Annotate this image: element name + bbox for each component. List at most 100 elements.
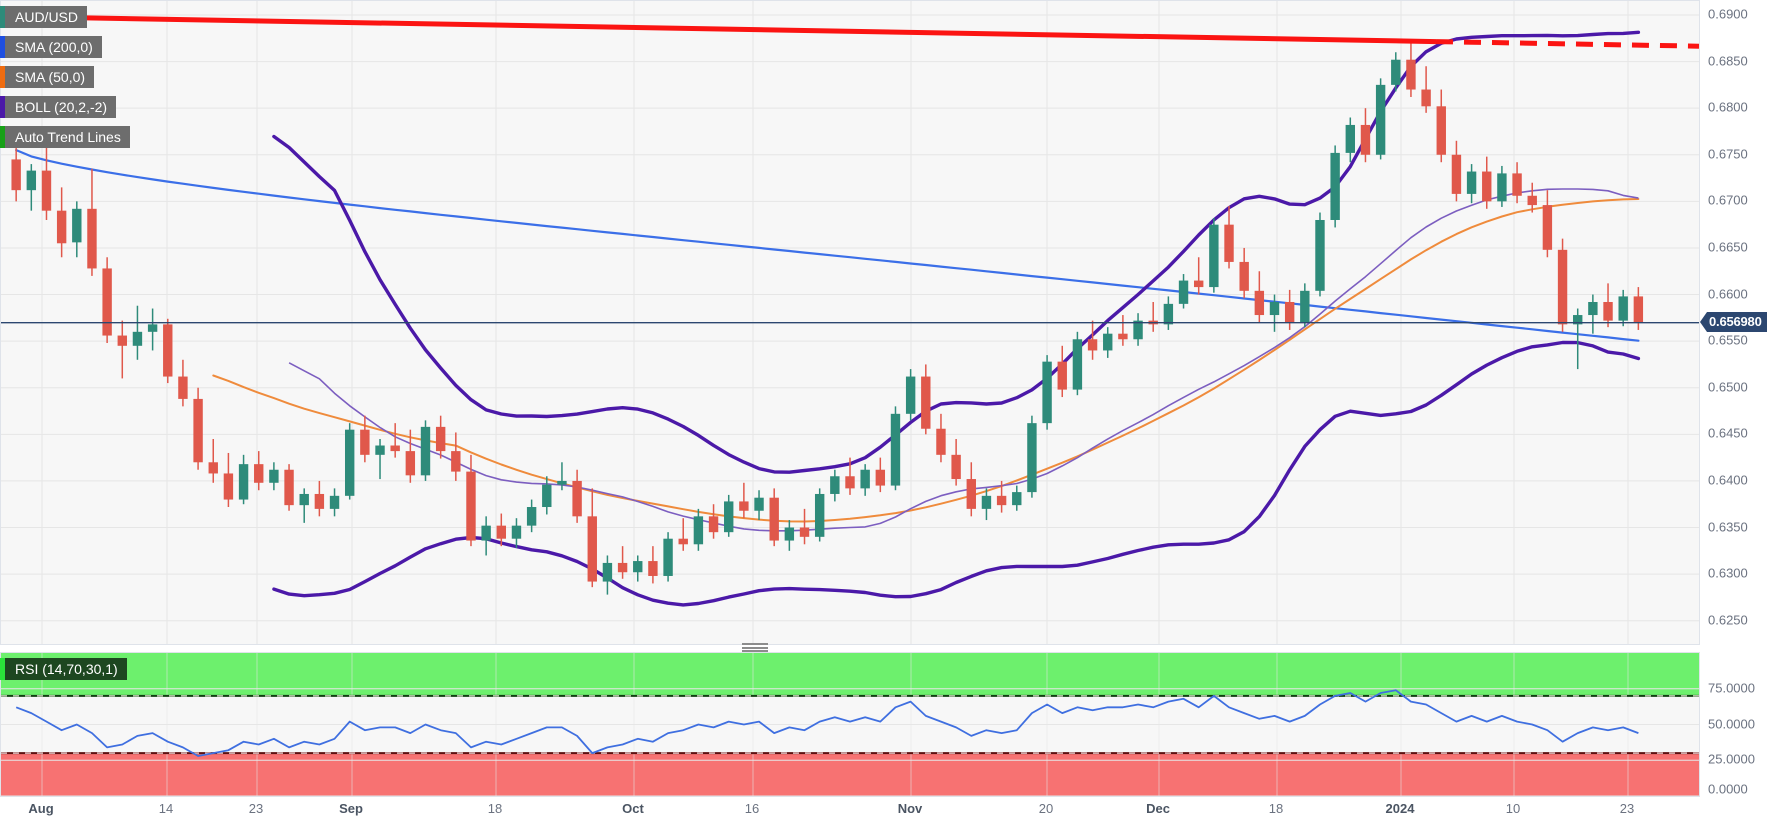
current-price-value: 0.656980 <box>1707 311 1767 332</box>
candle-body <box>739 501 749 511</box>
candle-body <box>1012 492 1022 506</box>
price-axis-tick: 0.6500 <box>1708 379 1748 395</box>
candle-body <box>936 428 946 455</box>
time-axis-tick: Aug <box>28 801 54 816</box>
candle-body <box>1087 339 1098 351</box>
legend-color-swatch <box>0 36 5 58</box>
candle-body <box>132 331 143 346</box>
candle-body <box>678 538 688 545</box>
legend-label: SMA (200,0) <box>5 36 102 58</box>
candle-body <box>845 476 855 489</box>
candle-body <box>56 210 67 244</box>
price-axis-tick: 0.6650 <box>1708 239 1748 255</box>
price-axis-tick: 0.6850 <box>1708 53 1748 69</box>
legend-label: BOLL (20,2,-2) <box>5 96 117 118</box>
price-axis-tick: 0.6350 <box>1708 519 1748 534</box>
rsi-legend[interactable]: RSI (14,70,30,1) <box>0 658 127 680</box>
candle-body <box>724 501 734 533</box>
candle-body <box>1421 89 1431 107</box>
candle-body <box>1042 361 1052 424</box>
candle-body <box>1269 301 1280 316</box>
price-axis-tick: 0.6400 <box>1708 472 1748 488</box>
legend-item-boll[interactable]: BOLL (20,2,-2) <box>0 96 130 118</box>
time-axis-tick: 23 <box>248 801 264 816</box>
candle-body <box>921 376 931 429</box>
candle-body <box>875 469 886 486</box>
time-axis-tick: 23 <box>1619 801 1635 816</box>
grip-line <box>742 643 768 645</box>
price-axis-tick: 0.6800 <box>1708 99 1748 115</box>
legend-item-autotrend[interactable]: Auto Trend Lines <box>0 126 130 148</box>
candle-body <box>542 484 552 508</box>
candle-body <box>708 516 719 533</box>
bollinger-upper-band <box>272 30 1641 474</box>
legend-color-swatch <box>0 126 5 148</box>
price-axis-tick: 0.6700 <box>1708 192 1748 208</box>
candle-body <box>41 170 52 211</box>
candle-body <box>1375 84 1386 155</box>
candle-body <box>375 445 385 455</box>
candle-body <box>754 497 764 511</box>
time-axis-tick: 18 <box>487 801 503 816</box>
candle-body <box>799 527 810 537</box>
candle-body <box>996 495 1007 506</box>
candle-body <box>557 480 567 485</box>
candle-body <box>1193 280 1204 288</box>
panel-resize-handle[interactable] <box>742 643 768 652</box>
candle-body <box>602 562 613 582</box>
price-marker-notch <box>1700 311 1707 332</box>
time-axis-tick: 20 <box>1038 801 1054 816</box>
candle-body <box>1027 423 1037 493</box>
legend-label: Auto Trend Lines <box>5 126 130 148</box>
time-axis[interactable]: Aug 14 23 Sep 18 Oct 16 Nov 20 Dec 18 2024 10 23 <box>0 797 1781 821</box>
candle-body <box>435 426 446 452</box>
bollinger-middle-line <box>288 188 1639 532</box>
legend-item-audusd[interactable]: AUD/USD <box>0 6 130 28</box>
price-axis-tick: 0.6600 <box>1708 286 1748 302</box>
time-axis-tick: Oct <box>622 801 644 816</box>
rsi-legend-label: RSI (14,70,30,1) <box>5 658 127 680</box>
candle-body <box>511 525 522 539</box>
candle-body <box>1360 124 1371 155</box>
grip-line <box>742 646 768 649</box>
candle-body <box>1103 333 1113 351</box>
candle-body <box>496 525 507 539</box>
time-axis-tick: 18 <box>1268 801 1284 816</box>
candle-body <box>420 426 431 476</box>
price-chart-plot <box>1 1 1699 644</box>
candle-body <box>147 324 158 332</box>
rsi-axis[interactable]: 75.0000 50.0000 25.0000 0.0000 <box>1700 652 1781 797</box>
candle-body <box>390 445 400 452</box>
candle-body <box>648 561 658 576</box>
candle-body <box>1133 320 1143 340</box>
candle-body <box>1315 219 1325 291</box>
candle-body <box>1118 333 1128 340</box>
current-price-marker[interactable]: 0.656980 <box>1700 311 1767 332</box>
legend-item-sma200[interactable]: SMA (200,0) <box>0 36 130 58</box>
time-axis-tick: Sep <box>339 801 363 816</box>
sma200-line <box>15 149 1640 342</box>
price-axis-tick: 0.6550 <box>1708 332 1748 348</box>
candle-body <box>329 495 340 509</box>
candle-body <box>314 493 325 509</box>
price-axis-tick: 0.6900 <box>1708 6 1748 22</box>
candle-body <box>1618 296 1628 321</box>
auto-trend-line-solid <box>1 13 1437 45</box>
auto-trend-line-projection <box>1435 39 1699 49</box>
price-axis-tick: 0.6250 <box>1708 612 1748 628</box>
rsi-indicator-panel[interactable] <box>0 652 1700 797</box>
candle-body <box>572 480 582 517</box>
candle-body <box>526 507 537 526</box>
legend-color-swatch <box>0 6 5 28</box>
candle-body <box>269 469 279 483</box>
price-chart-panel[interactable] <box>0 0 1700 645</box>
legend-item-sma50[interactable]: SMA (50,0) <box>0 66 130 88</box>
rsi-overbought-zone <box>1 653 1699 696</box>
candle-body <box>117 335 127 346</box>
candle-body <box>890 413 901 486</box>
rsi-axis-tick: 50.0000 <box>1708 716 1755 731</box>
candle-body <box>1163 303 1174 325</box>
candle-body <box>299 493 309 506</box>
candle-body <box>1451 154 1462 194</box>
